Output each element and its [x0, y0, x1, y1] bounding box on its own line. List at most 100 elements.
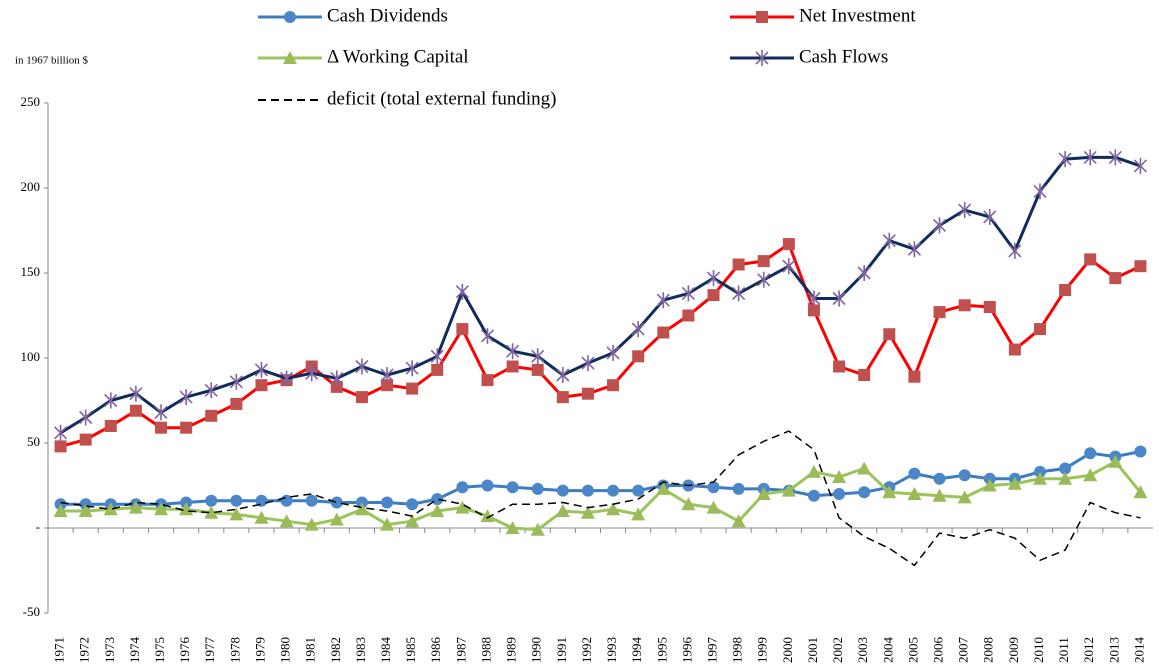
data-point	[154, 404, 168, 421]
data-point	[606, 344, 620, 361]
data-point	[455, 500, 470, 514]
data-point	[481, 479, 494, 492]
data-point	[958, 469, 971, 482]
data-point	[179, 502, 194, 516]
data-point	[1108, 454, 1123, 468]
data-point	[304, 517, 319, 531]
x-tick-label: 2010	[1031, 637, 1046, 663]
data-point	[982, 478, 997, 492]
data-point	[907, 241, 921, 258]
series-line	[60, 430, 1141, 567]
series-line	[60, 459, 1142, 532]
data-point	[79, 433, 92, 446]
y-tick-label: 150	[21, 264, 41, 279]
x-tick-label: 2001	[805, 637, 820, 663]
data-point	[933, 472, 946, 485]
data-point	[180, 421, 193, 434]
data-point	[706, 270, 721, 287]
data-point	[154, 502, 169, 516]
data-point	[355, 391, 368, 404]
data-point	[330, 380, 343, 393]
y-tick-label: 50	[27, 434, 40, 449]
data-point	[681, 285, 695, 302]
x-tick-label: 1975	[152, 637, 167, 663]
data-point	[807, 489, 820, 502]
data-point	[431, 493, 444, 506]
x-tick-label: 2008	[981, 637, 996, 663]
x-tick-label: 2003	[855, 637, 870, 663]
data-point	[355, 358, 369, 375]
x-tick-label: 1990	[529, 637, 544, 663]
data-point	[1134, 445, 1147, 458]
data-point	[1108, 149, 1122, 166]
x-tick-label: 1971	[52, 637, 67, 663]
data-point	[53, 504, 68, 517]
data-point	[155, 421, 168, 434]
data-point	[506, 343, 520, 360]
y-tick-label: -	[36, 519, 40, 534]
series-line	[59, 155, 1141, 435]
x-tick-label: 2007	[956, 637, 971, 664]
data-point	[380, 367, 394, 383]
x-tick-label: 1981	[303, 637, 318, 663]
x-tick-label: 1984	[378, 637, 393, 664]
data-point	[455, 283, 469, 300]
legend-marker	[756, 11, 768, 23]
x-tick-label: 2004	[880, 637, 895, 664]
data-point	[456, 323, 469, 336]
data-point	[706, 500, 721, 514]
x-tick-label: 1991	[554, 637, 569, 663]
data-point	[506, 360, 519, 373]
data-point	[833, 360, 846, 373]
data-point	[230, 494, 243, 507]
data-point	[1133, 485, 1148, 499]
data-point	[556, 484, 569, 497]
data-point	[933, 306, 946, 319]
x-tick-label: 2002	[830, 637, 845, 663]
data-point	[406, 498, 419, 511]
data-point	[858, 486, 871, 499]
data-point	[1033, 323, 1046, 336]
data-point	[632, 484, 645, 497]
data-point	[857, 461, 872, 475]
x-tick-label: 1973	[102, 637, 117, 663]
x-tick-label: 1989	[504, 637, 519, 663]
data-point	[1033, 183, 1047, 200]
data-point	[531, 482, 544, 495]
data-point	[883, 328, 896, 341]
data-point	[983, 301, 996, 313]
data-point	[53, 424, 68, 441]
data-point	[354, 502, 369, 516]
data-point	[78, 504, 93, 517]
x-tick-label: 2012	[1081, 637, 1096, 663]
data-point	[1083, 468, 1098, 482]
legend-marker	[283, 51, 297, 64]
legend-label: deficit (total external funding)	[327, 88, 557, 109]
data-point	[882, 485, 897, 499]
data-point	[1133, 157, 1148, 174]
data-point	[1084, 253, 1097, 266]
data-point	[204, 505, 219, 519]
data-point	[255, 379, 268, 392]
x-tick-label: 2005	[905, 637, 920, 663]
data-point	[103, 502, 118, 516]
data-point	[707, 289, 720, 302]
data-point	[1007, 476, 1022, 490]
data-point	[229, 507, 244, 521]
data-point	[606, 502, 621, 516]
data-point	[506, 481, 519, 494]
data-point	[305, 365, 319, 382]
data-point	[732, 285, 746, 302]
data-point	[305, 494, 318, 507]
x-tick-label: 2006	[931, 637, 946, 664]
data-point	[1084, 447, 1097, 460]
x-tick-label: 1994	[629, 637, 644, 664]
legend-label: Cash Dividends	[327, 5, 448, 26]
data-point	[907, 487, 922, 500]
data-point	[732, 482, 745, 495]
data-point	[1058, 151, 1072, 168]
legend-label: Net Investment	[799, 5, 916, 26]
y-tick-label: 250	[21, 94, 41, 109]
data-point	[279, 514, 294, 528]
